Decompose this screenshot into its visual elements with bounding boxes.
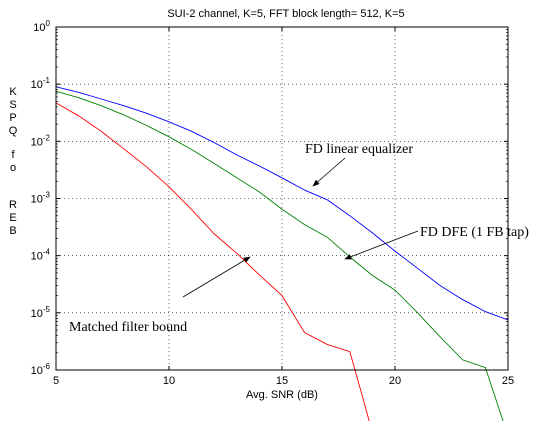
series-layer (56, 86, 508, 421)
y-tick-label: 10-2 (31, 133, 51, 148)
annotation-label: FD linear equalizer (305, 142, 413, 157)
y-axis-label-char: P (9, 112, 16, 124)
y-axis-label-char: B (9, 225, 16, 237)
x-tick-label: 10 (163, 375, 175, 387)
annotations: FD linear equalizer FD DFE (1 FB tap) Matc… (69, 142, 529, 335)
y-tick-label: 100 (33, 19, 50, 34)
y-tick-label: 10-5 (31, 305, 51, 320)
x-tick-label: 5 (53, 375, 59, 387)
y-axis-label-char: S (9, 99, 16, 111)
series-line-fd-linear-equalizer (56, 86, 508, 321)
annotation-arrow (312, 157, 346, 187)
series-line-matched-filter-bound (56, 102, 370, 421)
y-axis-label-char: Q (9, 125, 18, 137)
annotation-arrow (344, 230, 419, 260)
y-axis-label-char: E (9, 212, 16, 224)
annotation-label: Matched filter bound (69, 320, 187, 335)
y-tick-label: 10-4 (31, 248, 51, 263)
y-tick-label: 10-3 (31, 191, 51, 206)
y-tick-label: 10-1 (31, 76, 51, 91)
axis-ticks: 5 10 15 20 25 10-6 10-5 10-4 10-3 10-2 10-1 100 (31, 19, 515, 387)
y-axis-label-char: f (11, 149, 15, 161)
x-tick-label: 15 (276, 375, 288, 387)
x-tick-label: 25 (502, 375, 514, 387)
annotation-label: FD DFE (1 FB tap) (420, 225, 529, 240)
grid (56, 27, 508, 370)
y-axis-label-char: K (9, 86, 17, 98)
y-tick-label: 10-6 (31, 362, 51, 377)
x-tick-label: 20 (389, 375, 401, 387)
chart-title: SUI-2 channel, K=5, FFT block length= 51… (167, 8, 404, 20)
y-axis-label-char: R (9, 199, 17, 211)
y-axis-label-char: o (10, 162, 16, 174)
x-axis-label: Avg. SNR (dB) (246, 389, 318, 401)
series-line-fd-dfe-1-fb-tap (56, 90, 504, 421)
annotation-arrow (182, 256, 251, 298)
